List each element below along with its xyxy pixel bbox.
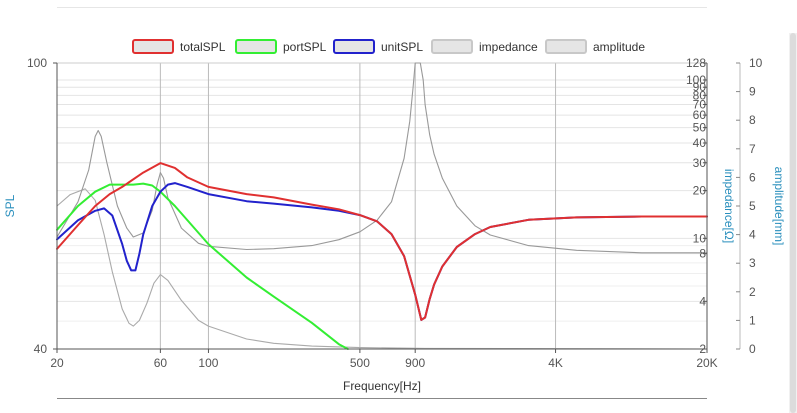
amplitude-tick-label: 0 xyxy=(749,342,756,356)
impedance-tick-label: 80 xyxy=(693,88,707,102)
amplitude-tick-label: 7 xyxy=(749,142,756,156)
legend-label-totalSPL: totalSPL xyxy=(180,40,226,54)
impedance-tick-label: 40 xyxy=(693,136,707,150)
legend-label-unitSPL: unitSPL xyxy=(381,40,423,54)
x-tick-label: 20K xyxy=(696,356,717,370)
amplitude-tick-label: 1 xyxy=(749,313,756,327)
legend-swatch-impedance xyxy=(431,39,473,54)
impedance-axis-title: impedance[Ω] xyxy=(722,169,736,243)
spl-axis-title: SPL xyxy=(3,194,17,217)
impedance-tick-label: 8 xyxy=(699,247,706,261)
bottom-divider xyxy=(57,398,707,399)
legend-swatch-amplitude xyxy=(545,39,587,54)
impedance-tick-label: 90 xyxy=(693,80,707,94)
series-line-amplitude xyxy=(56,188,708,350)
x-tick-label: 100 xyxy=(198,356,218,370)
x-tick-label: 60 xyxy=(154,356,168,370)
legend-label-impedance: impedance xyxy=(479,40,538,54)
amplitude-tick-label: 4 xyxy=(749,228,756,242)
x-tick-label: 500 xyxy=(350,356,370,370)
x-tick-label: 900 xyxy=(405,356,425,370)
impedance-tick-label: 4 xyxy=(699,294,706,308)
legend: totalSPL portSPL unitSPL impedance amplitude xyxy=(132,39,645,54)
amplitude-tick-label: 8 xyxy=(749,113,756,127)
x-tick-label: 20 xyxy=(50,356,64,370)
impedance-tick-label: 100 xyxy=(686,73,706,87)
axes: 20 60 100 500 900 4K 20K4010024810203040506070… xyxy=(3,56,786,393)
legend-label-amplitude: amplitude xyxy=(593,40,645,54)
series-lines xyxy=(56,62,708,350)
scrollbar-thumb[interactable] xyxy=(790,33,796,413)
page-scrollbar[interactable] xyxy=(789,33,797,413)
legend-swatch-portSPL xyxy=(235,39,277,54)
amplitude-axis-title: amplitude[mm] xyxy=(772,167,786,246)
x-tick-label: 4K xyxy=(548,356,563,370)
impedance-tick-label: 10 xyxy=(693,231,707,245)
impedance-tick-label: 60 xyxy=(693,108,707,122)
legend-swatch-unitSPL xyxy=(333,39,375,54)
amplitude-tick-label: 3 xyxy=(749,256,756,270)
impedance-tick-label: 128 xyxy=(686,56,706,70)
amplitude-tick-label: 6 xyxy=(749,170,756,184)
impedance-tick-label: 70 xyxy=(693,98,707,112)
legend-swatch-totalSPL xyxy=(132,39,174,54)
impedance-tick-label: 20 xyxy=(693,184,707,198)
top-divider xyxy=(57,7,707,8)
impedance-tick-label: 2 xyxy=(699,342,706,356)
amplitude-tick-label: 10 xyxy=(749,56,763,70)
amplitude-tick-label: 2 xyxy=(749,285,756,299)
impedance-tick-label: 50 xyxy=(693,121,707,135)
series-line-totalSPL xyxy=(56,162,708,321)
legend-label-portSPL: portSPL xyxy=(283,40,327,54)
grid xyxy=(56,62,708,350)
spl-tick-label: 100 xyxy=(27,56,47,70)
impedance-tick-label: 30 xyxy=(693,156,707,170)
amplitude-tick-label: 9 xyxy=(749,85,756,99)
series-line-impedance xyxy=(56,62,708,254)
amplitude-tick-label: 5 xyxy=(749,199,756,213)
series-line-portSPL xyxy=(56,182,349,350)
x-axis-title: Frequency[Hz] xyxy=(343,379,421,393)
spl-tick-label: 40 xyxy=(34,342,48,356)
